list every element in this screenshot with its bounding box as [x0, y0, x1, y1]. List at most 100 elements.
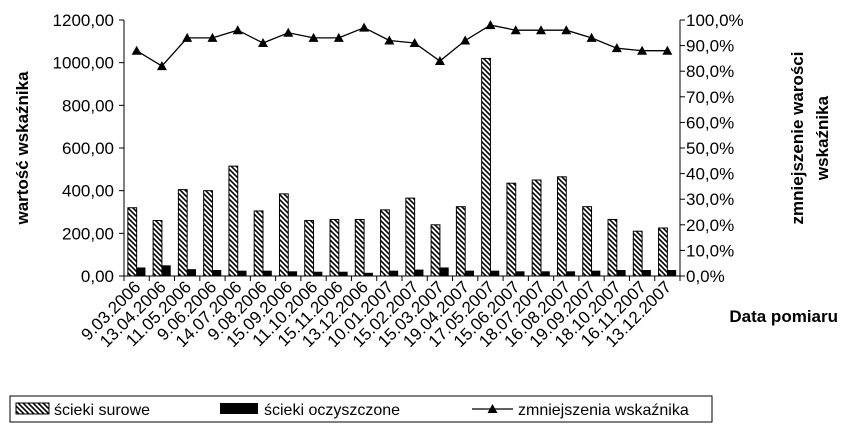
y-tick-label: 200,00: [62, 224, 114, 243]
x-tick-labels: 9.03.200613.04.200611.05.20069.06.200614…: [78, 277, 676, 351]
bar-oczyszczone: [591, 270, 601, 276]
y2-tick-label: 30,0%: [686, 190, 734, 209]
bar-oczyszczone: [313, 271, 323, 276]
line-point-triangle: [384, 35, 395, 45]
y2-tick-label: 40,0%: [686, 165, 734, 184]
bar-surowe: [430, 224, 441, 277]
legend-swatch-solid: [220, 403, 258, 414]
bar-surowe: [632, 230, 643, 277]
bar-surowe: [329, 218, 340, 277]
line-point-triangle: [611, 43, 622, 53]
bar-surowe: [481, 57, 491, 277]
bar-surowe: [152, 220, 163, 277]
bar-oczyszczone: [187, 269, 196, 276]
bar-oczyszczone: [642, 270, 651, 276]
bar-oczyszczone: [288, 271, 298, 276]
line-point-triangle: [561, 25, 572, 35]
y2-tick-label: 10,0%: [686, 241, 734, 260]
bar-surowe: [203, 190, 213, 277]
line-point-triangle: [232, 25, 243, 35]
legend-box: [9, 395, 713, 423]
line-point-triangle: [258, 38, 268, 48]
y2-axis-title-line-1: zmniejszenie warości: [788, 52, 807, 225]
bar-oczyszczone: [541, 271, 550, 276]
line-point-triangle: [359, 22, 370, 32]
x-axis-title: Data pomiaru: [729, 307, 838, 326]
line-point-triangle: [156, 61, 167, 71]
line-point-triangle: [510, 25, 521, 35]
bar-oczyszczone: [515, 271, 525, 276]
line-point-triangle: [308, 32, 319, 42]
y-tick-label: 400,00: [62, 182, 114, 201]
legend-label-zmniejszenia: zmniejszenia wskaźnika: [518, 402, 689, 419]
bar-surowe: [380, 209, 390, 277]
line-point-triangle: [434, 55, 445, 65]
bar-oczyszczone: [414, 269, 424, 276]
y-axis-title: wartość wskaźnika: [13, 71, 32, 226]
bar-oczyszczone: [667, 270, 677, 276]
bar-oczyszczone: [616, 270, 626, 276]
line-point-triangle: [637, 45, 648, 55]
bar-surowe: [405, 197, 416, 277]
bar-oczyszczone: [237, 270, 247, 276]
bar-oczyszczone: [465, 270, 474, 276]
axes: 0,00 200,00 400,00 600,00 800,00 1000,00 1200,…: [53, 11, 744, 286]
bar-oczyszczone: [389, 270, 399, 276]
line-point-triangle: [586, 32, 597, 42]
bar-oczyszczone: [136, 267, 146, 276]
bar-surowe: [607, 218, 618, 277]
bar-oczyszczone: [161, 265, 171, 276]
line-point-triangle: [662, 45, 673, 55]
line-point-triangle: [485, 20, 496, 30]
bar-surowe: [304, 220, 315, 277]
bar-surowe: [253, 210, 264, 277]
legend-label-oczyszczone: ścieki oczyszczone: [264, 402, 400, 419]
legend: ścieki surowe ścieki oczyszczone zmniejs…: [9, 395, 713, 423]
y-tick-label: 800,00: [62, 96, 114, 115]
bar-surowe: [177, 189, 188, 277]
bar-oczyszczone: [566, 271, 576, 276]
legend-label-surowe: ścieki surowe: [54, 402, 150, 419]
bar-surowe: [228, 165, 239, 277]
line-point-triangle: [207, 32, 218, 42]
bar-oczyszczone: [338, 271, 348, 276]
bar-surowe: [127, 207, 138, 277]
bar-surowe: [556, 176, 567, 277]
line-point-triangle: [536, 25, 546, 35]
line-point-triangle: [333, 32, 344, 42]
line-point-triangle: [460, 35, 471, 45]
line-series: [131, 20, 673, 71]
y2-tick-label: 90,0%: [686, 37, 734, 56]
bar-surowe: [506, 182, 517, 277]
y2-tick-label: 100,0%: [686, 11, 744, 30]
bar-surowe: [658, 227, 668, 277]
bar-surowe: [582, 206, 593, 277]
y2-tick-label: 20,0%: [686, 216, 734, 235]
line-zmniejszenia: [136, 24, 668, 67]
y2-tick-label: 50,0%: [686, 139, 734, 158]
line-point-triangle: [409, 38, 420, 48]
y2-tick-label: 70,0%: [686, 88, 734, 107]
bar-surowe: [455, 206, 466, 277]
y-tick-label: 0,00: [81, 267, 114, 286]
bar-surowe: [531, 179, 542, 277]
y2-tick-label: 0,0%: [686, 267, 725, 286]
bar-oczyszczone: [212, 270, 222, 276]
y-tick-label: 600,00: [62, 139, 114, 158]
y2-axis-title-line-2: wskaźnika: [813, 95, 832, 181]
bar-surowe: [278, 193, 289, 277]
y2-tick-label: 60,0%: [686, 113, 734, 132]
line-point-triangle: [131, 45, 142, 55]
legend-swatch-hatched: [15, 402, 50, 415]
bar-oczyszczone: [364, 272, 373, 276]
y-tick-label: 1000,00: [53, 54, 114, 73]
bar-surowe: [354, 218, 365, 277]
bar-oczyszczone: [263, 270, 272, 276]
bar-oczyszczone: [490, 270, 500, 276]
bar-oczyszczone: [439, 267, 449, 276]
y-tick-label: 1200,00: [53, 11, 114, 30]
y2-tick-label: 80,0%: [686, 62, 734, 81]
legend-triangle-marker: [487, 404, 498, 413]
